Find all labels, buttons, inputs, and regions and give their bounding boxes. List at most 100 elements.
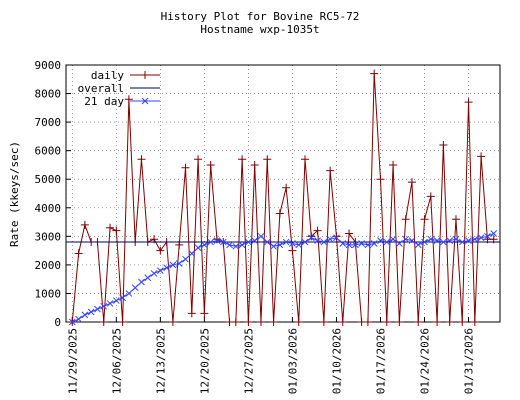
marker xyxy=(358,240,365,247)
marker xyxy=(131,284,139,292)
marker xyxy=(289,240,296,247)
marker xyxy=(257,232,265,240)
marker xyxy=(446,237,454,244)
marker xyxy=(99,318,108,326)
marker xyxy=(144,274,152,282)
x-tick-label: 01/24/2026 xyxy=(419,328,432,394)
marker xyxy=(270,242,277,250)
series-line xyxy=(71,73,494,323)
marker xyxy=(414,318,423,326)
y-tick-label: 0 xyxy=(54,316,61,329)
y-tick-label: 6000 xyxy=(35,145,62,158)
marker xyxy=(81,311,89,319)
marker xyxy=(326,166,335,175)
marker xyxy=(370,240,378,247)
marker xyxy=(207,238,215,246)
marker xyxy=(256,318,265,326)
marker xyxy=(138,278,145,286)
y-axis-label: Rate (kkeys/sec) xyxy=(8,141,21,247)
chart-title: History Plot for Bovine RC5-72 xyxy=(161,10,360,23)
marker xyxy=(376,175,385,184)
marker xyxy=(464,98,473,107)
x-tick-label: 12/13/2025 xyxy=(154,328,167,394)
marker xyxy=(465,237,472,244)
marker xyxy=(383,238,391,246)
marker xyxy=(80,220,89,229)
marker xyxy=(238,155,247,164)
marker xyxy=(106,223,115,232)
marker xyxy=(427,235,435,243)
marker xyxy=(226,241,233,249)
marker xyxy=(275,209,284,218)
marker xyxy=(288,246,297,255)
marker xyxy=(200,309,209,318)
marker xyxy=(269,318,278,326)
marker xyxy=(471,235,479,243)
marker xyxy=(112,297,120,304)
marker xyxy=(307,232,316,241)
marker xyxy=(338,318,347,326)
x-tick-label: 01/03/2026 xyxy=(286,328,299,394)
y-tick-label: 7000 xyxy=(35,116,62,129)
marker xyxy=(333,234,340,242)
marker xyxy=(407,178,416,187)
marker xyxy=(382,318,391,326)
marker xyxy=(156,267,164,274)
marker xyxy=(168,318,177,326)
marker xyxy=(276,241,284,249)
marker xyxy=(396,240,403,247)
marker xyxy=(100,302,108,310)
marker xyxy=(68,318,76,326)
marker xyxy=(263,155,272,164)
marker xyxy=(194,244,202,252)
marker xyxy=(319,318,328,326)
x-tick-label: 11/29/2025 xyxy=(66,328,79,394)
marker xyxy=(282,238,290,246)
marker xyxy=(282,183,291,192)
legend-label: 21 day xyxy=(84,95,124,108)
marker xyxy=(426,192,435,201)
marker xyxy=(339,240,347,247)
marker xyxy=(118,318,127,326)
marker xyxy=(470,318,479,326)
marker xyxy=(141,97,149,105)
x-tick-label: 12/20/2025 xyxy=(198,328,211,394)
marker xyxy=(402,235,410,243)
marker xyxy=(219,238,227,246)
marker xyxy=(182,255,189,263)
marker xyxy=(150,270,158,277)
marker xyxy=(124,95,133,104)
marker xyxy=(106,300,114,307)
marker xyxy=(414,241,422,249)
marker xyxy=(156,246,165,255)
y-tick-label: 9000 xyxy=(35,59,62,72)
x-tick-label: 12/06/2025 xyxy=(110,328,123,394)
marker xyxy=(345,241,353,249)
marker xyxy=(251,237,259,244)
marker xyxy=(364,241,372,249)
marker xyxy=(295,241,303,249)
marker xyxy=(420,215,429,224)
marker xyxy=(75,315,82,323)
marker xyxy=(445,318,454,326)
marker xyxy=(452,235,460,243)
y-tick-label: 2000 xyxy=(35,259,62,272)
marker xyxy=(231,318,240,326)
marker xyxy=(201,241,208,249)
marker xyxy=(301,238,309,246)
marker xyxy=(181,163,190,172)
marker xyxy=(112,226,121,235)
marker xyxy=(307,234,315,242)
x-tick-label: 01/10/2026 xyxy=(330,328,343,394)
marker xyxy=(263,238,271,246)
marker xyxy=(320,238,328,246)
marker xyxy=(395,318,404,326)
y-tick-label: 8000 xyxy=(35,88,62,101)
marker xyxy=(163,264,170,272)
marker xyxy=(245,238,252,246)
marker xyxy=(294,318,303,326)
plot-frame xyxy=(65,64,501,323)
marker xyxy=(250,160,259,169)
marker xyxy=(326,235,334,243)
y-tick-label: 4000 xyxy=(35,202,62,215)
